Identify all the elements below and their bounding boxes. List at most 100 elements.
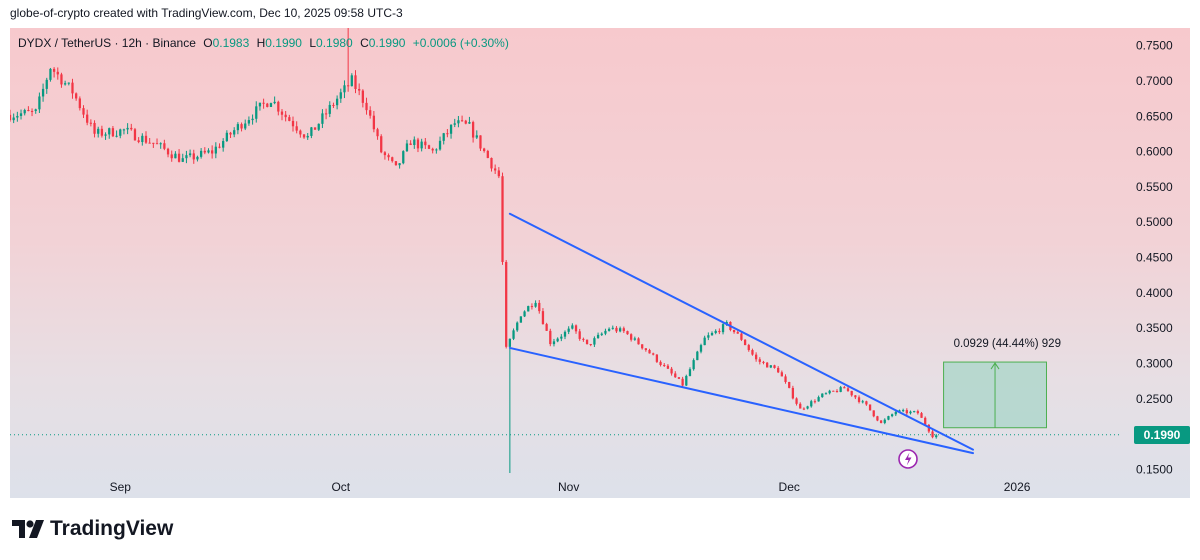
candle-body [784, 376, 787, 382]
candle-body [578, 331, 581, 339]
candle-body [244, 123, 247, 129]
price-range-tool[interactable] [943, 361, 1047, 429]
candle-body [111, 128, 115, 137]
candle-body [402, 151, 405, 164]
candle-body [931, 431, 934, 438]
candle-body [674, 373, 677, 378]
candle-body [97, 128, 100, 134]
candle-body [288, 117, 291, 121]
candle-body [754, 354, 758, 360]
candle-body [490, 157, 493, 169]
trendline-upper[interactable] [508, 212, 974, 451]
candle-body [607, 328, 611, 331]
candle-body [556, 338, 559, 342]
price-chart[interactable]: 0.7500 0.7000 0.6500 0.6000 0.5500 0.5000 0.45… [10, 28, 1190, 498]
candle-body [420, 141, 423, 149]
candle-body [236, 124, 240, 131]
candle-body [821, 393, 824, 398]
candle-body [641, 344, 644, 349]
candle-body [464, 120, 467, 124]
candle-body [211, 150, 214, 154]
candle-body [846, 388, 850, 391]
candle-body [868, 404, 872, 411]
candle-body [523, 311, 526, 317]
candle-body [75, 93, 78, 99]
candle-body [905, 410, 908, 414]
candle-body [350, 75, 353, 87]
candle-body [740, 333, 743, 340]
candle-body [773, 365, 776, 368]
price-tick-label: 0.5500 [1136, 180, 1173, 194]
candle-body [766, 362, 769, 368]
candle-body [347, 85, 350, 87]
candle-body [387, 155, 390, 158]
candle-body [199, 150, 203, 157]
candle-body [832, 390, 835, 392]
symbol-legend: DYDX / TetherUS · 12h · Binance O0.1983 … [18, 36, 509, 50]
candle-body [427, 145, 431, 149]
candle-body [159, 143, 162, 145]
candle-body [549, 330, 552, 345]
candle-body [788, 381, 791, 388]
trendlines-layer[interactable] [508, 212, 974, 455]
candle-body [582, 338, 585, 340]
candle-body [302, 134, 306, 138]
candle-body [255, 106, 258, 119]
candle-body [655, 354, 659, 362]
candle-body [247, 120, 251, 124]
candle-body [457, 120, 460, 124]
candle-body [482, 148, 486, 151]
symbol-name[interactable]: DYDX / TetherUS · 12h · Binance [18, 36, 196, 50]
tradingview-logo[interactable]: TradingView [12, 517, 173, 541]
open-value: 0.1983 [212, 36, 250, 50]
candle-body [545, 324, 548, 331]
candle-body [280, 111, 284, 115]
brand-name: TradingView [50, 517, 174, 540]
price-axis[interactable]: 0.7500 0.7000 0.6500 0.6000 0.5500 0.5000 0.45… [1136, 39, 1173, 477]
candle-body [229, 132, 232, 135]
candle-body [916, 411, 919, 414]
price-tick-label: 0.4000 [1136, 286, 1173, 300]
price-tick-label: 0.7000 [1136, 74, 1173, 88]
candle-body [692, 360, 695, 370]
candle-body [23, 110, 26, 114]
candle-body [188, 153, 192, 156]
time-tick-label: Dec [779, 480, 800, 494]
candle-body [795, 398, 798, 404]
candle-body [861, 401, 864, 403]
candle-body [365, 102, 368, 111]
event-marker[interactable] [898, 449, 918, 469]
candle-body [622, 328, 625, 332]
candle-body [299, 130, 302, 135]
time-tick-label: Oct [331, 480, 350, 494]
tradingview-logo-icon [12, 520, 44, 538]
candle-body [262, 102, 265, 104]
candle-body [416, 139, 420, 149]
time-tick-label: Sep [110, 480, 132, 494]
candle-body [100, 128, 104, 136]
candle-body [233, 130, 236, 135]
candle-body [89, 122, 93, 124]
candle-body [839, 387, 842, 392]
candle-body [115, 135, 118, 137]
candle-body [890, 414, 894, 417]
candle-body [552, 341, 556, 345]
candle-body [534, 302, 537, 307]
candle-body [732, 329, 736, 333]
candle-body [902, 410, 905, 412]
candle-body [644, 348, 648, 351]
candle-body [295, 126, 298, 131]
trendline-lower[interactable] [508, 346, 974, 455]
candle-body [909, 411, 912, 414]
candle-body [696, 351, 699, 361]
candle-body [174, 153, 177, 159]
candle-body [659, 361, 662, 365]
candle-body [306, 135, 309, 138]
candle-body [332, 104, 335, 106]
candle-body [277, 101, 280, 112]
candle-body [321, 113, 324, 124]
candle-body [258, 102, 262, 107]
chart-caption: globe-of-crypto created with TradingView… [10, 6, 403, 20]
price-tick-label: 0.6500 [1136, 109, 1173, 123]
time-axis[interactable]: Sep Oct Nov Dec 2026 [110, 480, 1031, 494]
